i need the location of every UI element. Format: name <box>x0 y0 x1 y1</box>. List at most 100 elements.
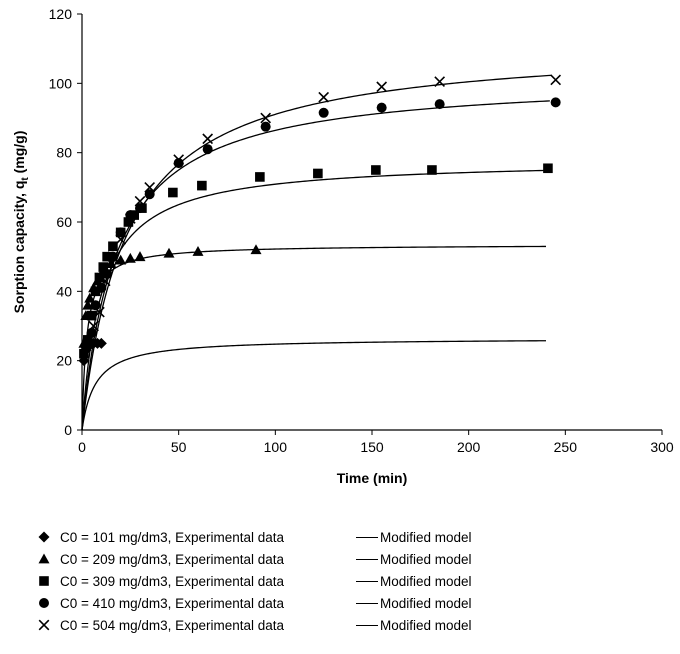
data-point-series-3 <box>86 310 97 321</box>
legend-marker-circle <box>39 598 49 608</box>
data-point-series-5 <box>318 91 330 103</box>
data-point-series-5 <box>124 213 136 224</box>
legend-series-label: C0 = 209 mg/dm3, Experimental data <box>60 551 284 567</box>
data-point-series-4 <box>135 203 145 214</box>
chart-axes <box>77 13 663 435</box>
data-point-series-5 <box>134 195 146 207</box>
legend-entry: C0 = 309 mg/dm3, Experimental data Modifi… <box>36 570 656 592</box>
data-point-series-3 <box>123 217 134 227</box>
data-point-series-5 <box>99 275 111 287</box>
x-tick-label: 300 <box>650 439 674 455</box>
data-point-series-2 <box>82 299 94 310</box>
data-point-series-3 <box>313 168 323 179</box>
model-curves <box>81 74 552 431</box>
data-point-series-3 <box>90 286 101 297</box>
legend-model-label: Modified model <box>380 595 472 611</box>
legend-marker-cross <box>38 619 50 631</box>
legend-entry: C0 = 209 mg/dm3, Experimental data Modifi… <box>36 548 656 570</box>
y-tick-label: 80 <box>56 145 72 161</box>
sorption-chart: 0 20 40 60 80 100 120 0 50 100 150 200 250 300 Time (… <box>11 6 674 486</box>
y-tick-label: 0 <box>64 422 72 438</box>
data-point-series-4 <box>173 158 184 169</box>
y-tick-label: 120 <box>49 6 73 22</box>
data-point-series-3 <box>255 172 265 182</box>
data-point-series-4 <box>144 189 155 200</box>
x-tick-label: 100 <box>264 439 288 455</box>
legend-line-sample <box>356 624 378 626</box>
data-point-series-3 <box>94 272 105 283</box>
data-point-series-5 <box>88 320 99 332</box>
y-axis-label-subscript: t <box>20 177 31 181</box>
data-point-series-2 <box>250 244 262 255</box>
data-point-series-3 <box>168 187 178 198</box>
data-point-series-4 <box>318 107 329 118</box>
data-point-series-5 <box>107 251 119 263</box>
data-point-series-5 <box>144 181 156 193</box>
data-point-series-2 <box>192 245 204 256</box>
legend-marker-shape <box>39 576 49 586</box>
legend-line-sample <box>356 536 378 538</box>
data-point-series-3 <box>108 241 118 252</box>
y-tick-label: 60 <box>56 214 72 230</box>
data-point-series-4 <box>260 121 271 132</box>
y-tick-label: 40 <box>56 283 72 299</box>
legend-marker-square <box>39 576 49 586</box>
y-tick-label: 20 <box>56 353 72 369</box>
data-point-series-3 <box>371 165 381 175</box>
y-tick-label: 100 <box>49 75 73 91</box>
data-point-series-4 <box>202 144 213 155</box>
data-point-series-2 <box>115 254 127 265</box>
x-tick-label: 0 <box>78 439 86 455</box>
data-point-series-3 <box>197 180 207 191</box>
legend-line-sample <box>356 580 378 582</box>
data-point-series-5 <box>434 76 446 87</box>
data-point-series-4 <box>90 300 101 311</box>
y-axis-label: Sorption capacity, qt (mg/g) <box>11 131 31 314</box>
y-axis-label-unit: (mg/g) <box>11 131 27 178</box>
data-point-series-5 <box>260 112 272 124</box>
data-point-series-5 <box>376 81 388 93</box>
data-point-series-5 <box>550 74 562 86</box>
data-point-series-2 <box>124 252 136 263</box>
legend-marker-shape <box>39 598 49 608</box>
data-point-series-4 <box>125 210 136 221</box>
data-point-series-4 <box>86 327 97 338</box>
model-curve-1 <box>81 340 547 431</box>
legend-series-label: C0 = 101 mg/dm3, Experimental data <box>60 529 284 545</box>
data-point-series-3 <box>83 335 93 345</box>
data-point-series-5 <box>202 133 214 145</box>
data-point-series-2 <box>84 292 96 303</box>
legend-marker-diamond <box>38 531 50 543</box>
x-tick-label: 150 <box>360 439 384 455</box>
legend-entry: C0 = 504 mg/dm3, Experimental data Modifi… <box>36 614 656 636</box>
data-point-series-4 <box>550 97 561 108</box>
data-point-series-2 <box>134 251 146 262</box>
data-point-series-3 <box>98 262 109 272</box>
data-point-series-3 <box>543 163 553 174</box>
data-point-series-4 <box>434 99 445 110</box>
data-point-series-3 <box>427 165 437 175</box>
legend-model-label: Modified model <box>380 529 472 545</box>
legend-model-label: Modified model <box>380 551 472 567</box>
data-point-series-5 <box>82 337 94 349</box>
legend-entry: C0 = 410 mg/dm3, Experimental data Modifi… <box>36 592 656 614</box>
x-tick-label: 50 <box>171 439 187 455</box>
y-axis-label-main: Sorption capacity, q <box>11 181 27 314</box>
data-point-series-5 <box>94 306 105 318</box>
legend-line-sample <box>356 558 378 560</box>
model-curve-5 <box>81 74 552 431</box>
legend-series-label: C0 = 309 mg/dm3, Experimental data <box>60 573 284 589</box>
data-point-series-4 <box>102 269 113 279</box>
legend-marker-shape <box>38 531 50 543</box>
chart-legend: C0 = 101 mg/dm3, Experimental data Modifi… <box>36 526 656 636</box>
data-point-series-3 <box>102 251 112 262</box>
data-point-series-2 <box>105 258 117 268</box>
data-point-series-1 <box>95 337 107 349</box>
tick-labels: 0 20 40 60 80 100 120 0 50 100 150 200 250 300 <box>49 6 674 455</box>
legend-model-label: Modified model <box>380 573 472 589</box>
legend-line-sample <box>356 602 378 604</box>
x-tick-label: 200 <box>457 439 481 455</box>
legend-model-label: Modified model <box>380 617 472 633</box>
model-curve-4 <box>81 100 550 431</box>
data-point-series-4 <box>115 227 126 238</box>
